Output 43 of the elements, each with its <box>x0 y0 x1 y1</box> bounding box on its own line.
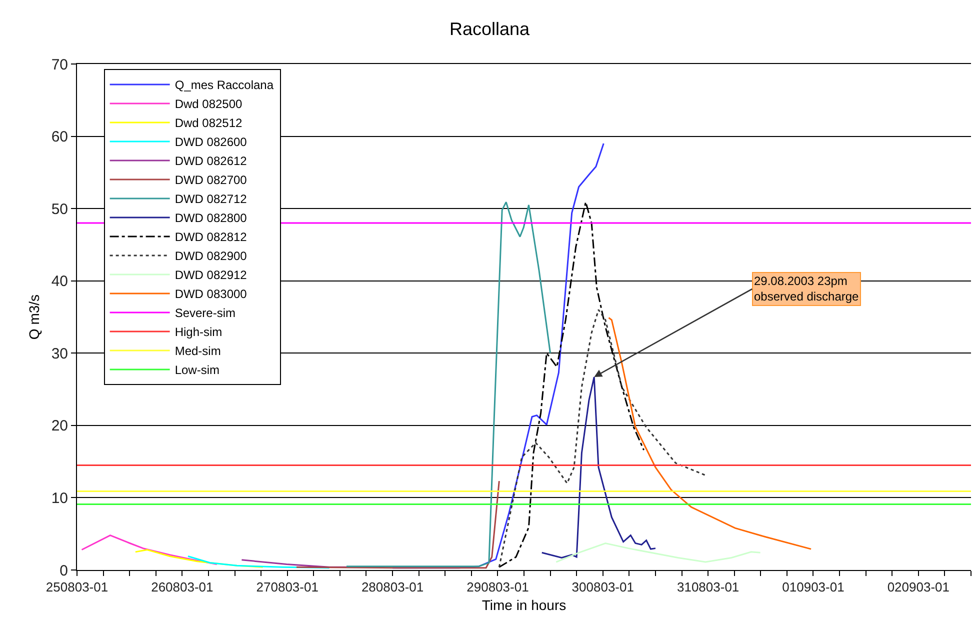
line-series <box>555 542 762 563</box>
x-tick-label: 290803-01 <box>466 580 529 595</box>
x-axis-title: Time in hours <box>482 596 566 613</box>
legend-label: Med-sim <box>174 344 221 358</box>
y-tick-label: 10 <box>51 490 68 507</box>
legend-label: DWD 082800 <box>174 211 248 226</box>
line-series <box>346 201 552 568</box>
y-axis-title: Q m3/s <box>26 294 42 340</box>
x-tick-label: 300803-01 <box>572 580 634 595</box>
legend-label: DWD 082900 <box>174 249 248 264</box>
y-tick-label: 60 <box>51 128 68 146</box>
x-tick-label: 020903-01 <box>887 580 950 595</box>
y-tick-label: 50 <box>51 200 68 218</box>
legend-label: Q_mes Raccolana <box>174 78 274 92</box>
legend-label: DWD 082700 <box>174 173 248 188</box>
legend-label: Dwd 082512 <box>174 116 243 130</box>
legend-label: Severe-sim <box>174 306 236 320</box>
chart-title: Racollana <box>449 19 531 40</box>
legend-label: DWD 082612 <box>174 154 248 168</box>
y-tick-label: 40 <box>51 273 68 290</box>
legend-label: DWD 082912 <box>174 268 248 282</box>
x-tick-label: 280803-01 <box>361 580 424 595</box>
y-tick-label: 20 <box>51 418 68 435</box>
line-series <box>81 534 218 565</box>
legend-label: Dwd 082500 <box>174 97 243 112</box>
line-series <box>187 556 330 569</box>
legend-label: Low-sim <box>174 363 220 378</box>
x-tick-label: 250803-01 <box>46 580 108 595</box>
x-tick-label: 310803-01 <box>676 580 740 595</box>
line-series <box>296 480 500 569</box>
x-tick-label: 270803-01 <box>256 580 318 595</box>
legend-label: DWD 082812 <box>174 230 248 244</box>
legend-label: High-sim <box>174 325 222 340</box>
x-tick-label: 260803-01 <box>151 580 214 595</box>
y-tick-label: 70 <box>51 56 68 74</box>
legend-label: DWD 082600 <box>174 135 248 150</box>
annotation: 29.08.2003 23pm observed discharge <box>754 274 860 304</box>
y-tick-label: 0 <box>60 562 68 580</box>
y-tick-label: 30 <box>51 345 68 362</box>
line-series <box>608 316 812 550</box>
x-tick-label: 010903-01 <box>782 580 844 595</box>
legend-label: DWD 083000 <box>174 287 248 302</box>
legend-label: DWD 082712 <box>174 192 248 206</box>
